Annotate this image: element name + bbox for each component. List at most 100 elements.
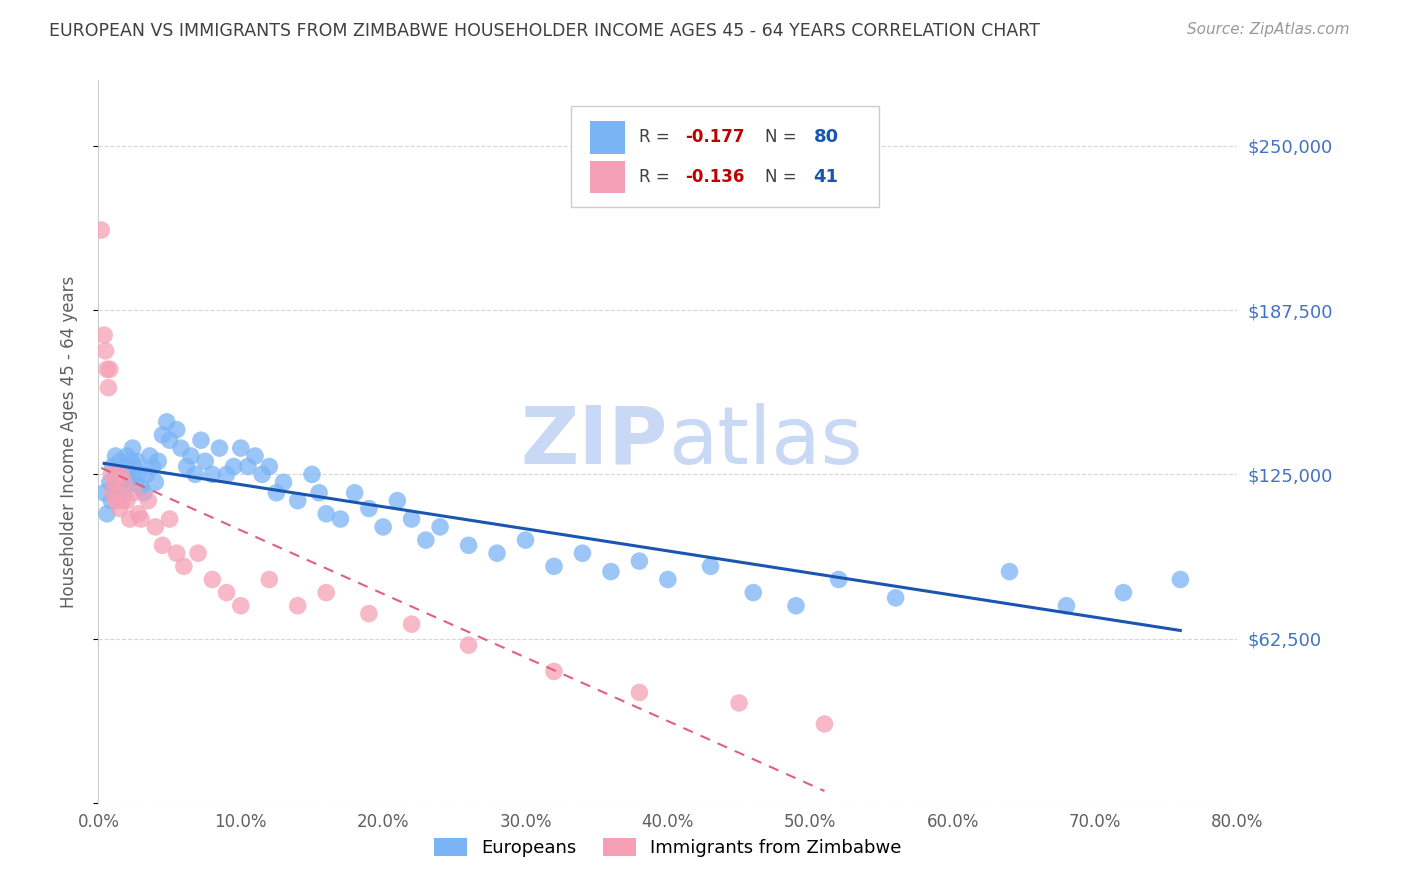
- Point: [176, 459, 198, 474]
- Point: [97, 381, 120, 395]
- Point: [208, 441, 231, 455]
- Point: [229, 441, 252, 455]
- Point: [108, 501, 131, 516]
- Point: [457, 538, 479, 552]
- Point: [194, 454, 217, 468]
- Point: [138, 449, 160, 463]
- Point: [166, 423, 188, 437]
- Point: [259, 459, 281, 474]
- Text: Source: ZipAtlas.com: Source: ZipAtlas.com: [1187, 22, 1350, 37]
- Point: [387, 493, 409, 508]
- Point: [828, 573, 851, 587]
- Point: [259, 573, 281, 587]
- Point: [105, 467, 128, 482]
- Point: [145, 520, 167, 534]
- Point: [222, 459, 245, 474]
- Point: [125, 454, 148, 468]
- Point: [201, 573, 224, 587]
- Point: [170, 441, 193, 455]
- Point: [108, 454, 131, 468]
- Text: ZIP: ZIP: [520, 402, 668, 481]
- Point: [813, 717, 835, 731]
- Point: [308, 485, 330, 500]
- Point: [103, 475, 125, 490]
- Point: [127, 507, 149, 521]
- Point: [657, 573, 679, 587]
- Point: [543, 559, 565, 574]
- Point: [571, 546, 593, 560]
- Point: [122, 459, 145, 474]
- Point: [998, 565, 1021, 579]
- Point: [104, 493, 127, 508]
- Point: [187, 546, 209, 560]
- Point: [114, 467, 136, 482]
- Point: [121, 441, 143, 455]
- Point: [127, 467, 149, 482]
- Point: [96, 362, 118, 376]
- Text: atlas: atlas: [668, 402, 862, 481]
- Point: [101, 485, 124, 500]
- Point: [145, 475, 167, 490]
- Text: N =: N =: [765, 128, 801, 146]
- Text: R =: R =: [640, 168, 675, 186]
- Point: [141, 459, 163, 474]
- Point: [132, 485, 155, 500]
- Point: [115, 449, 138, 463]
- Text: 41: 41: [814, 168, 838, 186]
- Point: [159, 512, 181, 526]
- Point: [93, 328, 115, 343]
- Text: N =: N =: [765, 168, 801, 186]
- Point: [273, 475, 295, 490]
- Point: [229, 599, 252, 613]
- Point: [1056, 599, 1078, 613]
- Point: [728, 696, 751, 710]
- Point: [136, 493, 159, 508]
- FancyBboxPatch shape: [591, 121, 624, 153]
- Point: [103, 481, 125, 495]
- Point: [266, 485, 288, 500]
- Point: [287, 493, 309, 508]
- Point: [98, 362, 121, 376]
- Point: [1170, 573, 1192, 587]
- Legend: Europeans, Immigrants from Zimbabwe: Europeans, Immigrants from Zimbabwe: [425, 829, 911, 866]
- Text: R =: R =: [640, 128, 675, 146]
- Point: [124, 475, 146, 490]
- Point: [173, 559, 195, 574]
- Text: 80: 80: [814, 128, 839, 146]
- Point: [159, 434, 181, 448]
- Point: [543, 665, 565, 679]
- Point: [111, 475, 134, 490]
- Point: [115, 493, 138, 508]
- Point: [315, 507, 337, 521]
- Point: [600, 565, 623, 579]
- Point: [135, 467, 157, 482]
- Text: -0.136: -0.136: [685, 168, 744, 186]
- Point: [96, 507, 118, 521]
- Point: [104, 449, 127, 463]
- Point: [184, 467, 207, 482]
- Point: [118, 475, 141, 490]
- Text: EUROPEAN VS IMMIGRANTS FROM ZIMBABWE HOUSEHOLDER INCOME AGES 45 - 64 YEARS CORRE: EUROPEAN VS IMMIGRANTS FROM ZIMBABWE HOU…: [49, 22, 1040, 40]
- Point: [107, 485, 129, 500]
- Point: [110, 467, 132, 482]
- Point: [110, 467, 132, 482]
- Point: [357, 501, 380, 516]
- Point: [100, 467, 122, 482]
- Point: [785, 599, 807, 613]
- Point: [287, 599, 309, 613]
- Point: [156, 415, 179, 429]
- Point: [105, 467, 128, 482]
- Point: [98, 475, 121, 490]
- Point: [415, 533, 437, 547]
- Point: [742, 585, 765, 599]
- Y-axis label: Householder Income Ages 45 - 64 years: Householder Income Ages 45 - 64 years: [59, 276, 77, 607]
- Point: [101, 459, 124, 474]
- Point: [628, 685, 651, 699]
- Point: [329, 512, 352, 526]
- Point: [111, 493, 134, 508]
- Point: [100, 493, 122, 508]
- Point: [118, 512, 141, 526]
- Point: [180, 449, 202, 463]
- Point: [94, 343, 117, 358]
- Point: [112, 485, 135, 500]
